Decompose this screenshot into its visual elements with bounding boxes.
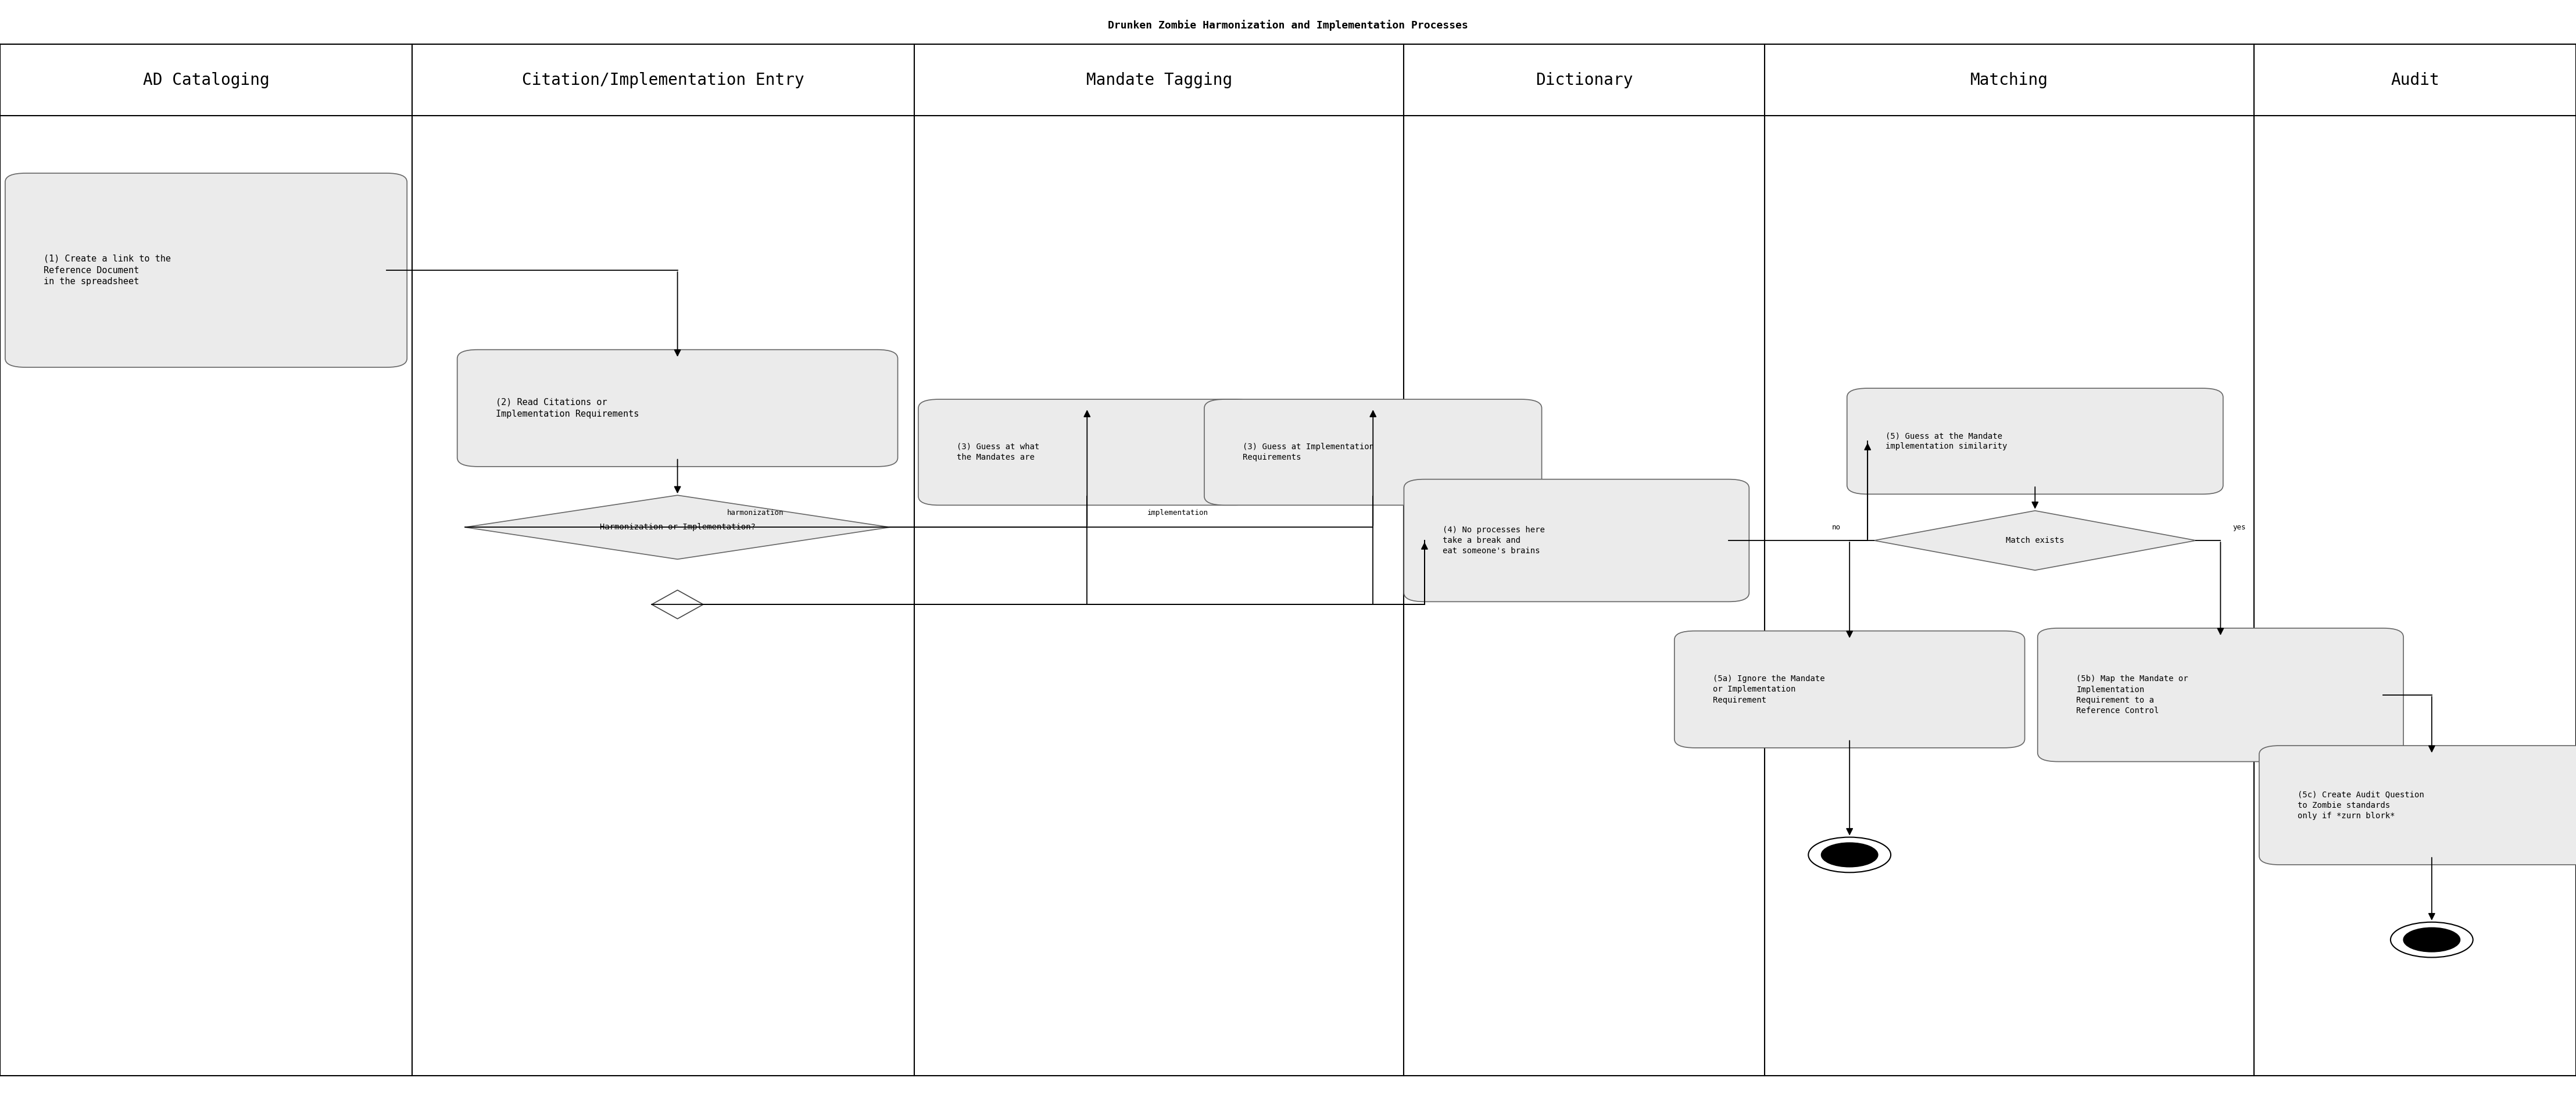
Polygon shape	[1875, 511, 2195, 570]
FancyBboxPatch shape	[2259, 746, 2576, 865]
FancyBboxPatch shape	[5, 173, 407, 367]
Text: (5c) Create Audit Question
to Zombie standards
only if *zurn blork*: (5c) Create Audit Question to Zombie sta…	[2298, 791, 2424, 820]
Text: (2) Read Citations or
Implementation Requirements: (2) Read Citations or Implementation Req…	[495, 398, 639, 418]
Text: yes: yes	[2233, 524, 2246, 531]
Text: no: no	[1832, 524, 1839, 531]
Text: Drunken Zombie Harmonization and Implementation Processes: Drunken Zombie Harmonization and Impleme…	[1108, 20, 1468, 31]
Text: (1) Create a link to the
Reference Document
in the spreadsheet: (1) Create a link to the Reference Docum…	[44, 255, 170, 286]
FancyBboxPatch shape	[1847, 388, 2223, 494]
Text: Harmonization or Implementation?: Harmonization or Implementation?	[600, 523, 755, 532]
Polygon shape	[652, 590, 703, 619]
FancyBboxPatch shape	[1674, 631, 2025, 748]
Text: Citation/Implementation Entry: Citation/Implementation Entry	[523, 72, 804, 88]
Circle shape	[1821, 843, 1878, 867]
FancyBboxPatch shape	[920, 399, 1257, 505]
Text: Dictionary: Dictionary	[1535, 72, 1633, 88]
FancyBboxPatch shape	[459, 350, 896, 467]
Polygon shape	[464, 495, 891, 559]
Circle shape	[2403, 928, 2460, 952]
Text: Audit: Audit	[2391, 72, 2439, 88]
Text: (3) Guess at Implementation
Requirements: (3) Guess at Implementation Requirements	[1244, 442, 1376, 462]
Text: AD Cataloging: AD Cataloging	[142, 72, 270, 88]
Text: (3) Guess at what
the Mandates are: (3) Guess at what the Mandates are	[958, 442, 1041, 462]
FancyBboxPatch shape	[1206, 399, 1540, 505]
Text: (5b) Map the Mandate or
Implementation
Requirement to a
Reference Control: (5b) Map the Mandate or Implementation R…	[2076, 675, 2187, 715]
Text: Match exists: Match exists	[2007, 536, 2063, 545]
FancyBboxPatch shape	[1404, 480, 1749, 602]
Text: (5a) Ignore the Mandate
or Implementation
Requirement: (5a) Ignore the Mandate or Implementatio…	[1713, 675, 1824, 704]
Text: implementation: implementation	[1146, 510, 1208, 516]
Text: harmonization: harmonization	[726, 510, 783, 516]
FancyBboxPatch shape	[2038, 629, 2403, 761]
Text: (4) No processes here
take a break and
eat someone's brains: (4) No processes here take a break and e…	[1443, 526, 1546, 555]
Text: Matching: Matching	[1971, 72, 2048, 88]
Text: Mandate Tagging: Mandate Tagging	[1087, 72, 1231, 88]
Text: (5) Guess at the Mandate
implementation similarity: (5) Guess at the Mandate implementation …	[1886, 431, 2007, 451]
